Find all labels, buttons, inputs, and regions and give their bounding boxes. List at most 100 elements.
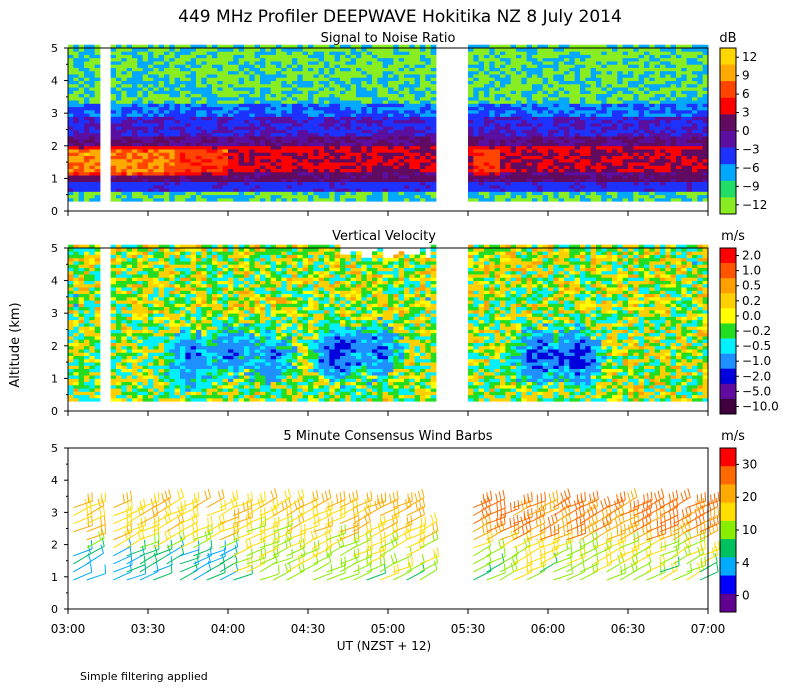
snr-cell (201, 90, 208, 95)
snr-cell (244, 100, 250, 104)
snr-cell (537, 109, 544, 114)
snr-cell (425, 64, 432, 68)
snr-cell (644, 181, 650, 186)
snr-cell (617, 165, 624, 170)
snr-cell (276, 57, 282, 62)
snr-cell (398, 158, 405, 163)
snr-cell (345, 136, 352, 140)
snr-cell (649, 119, 656, 124)
snr-cell (638, 64, 645, 68)
snr-cell (132, 184, 138, 189)
snr-cell (548, 194, 554, 199)
snr-cell (206, 100, 213, 104)
snr-cell (324, 132, 330, 137)
snr-cell (110, 48, 117, 52)
snr-cell (137, 57, 144, 62)
snr-cell (617, 116, 624, 121)
snr-cell (494, 139, 501, 143)
snr-cell (110, 67, 117, 72)
snr-cell (276, 136, 282, 140)
snr-cell (84, 197, 90, 202)
snr-cell (121, 145, 128, 150)
snr-cell (612, 109, 618, 114)
snr-cell (185, 103, 192, 108)
snr-cell (590, 188, 597, 192)
snr-cell (473, 139, 480, 143)
snr-cell (638, 51, 645, 55)
snr-cell (500, 77, 506, 81)
snr-cell (569, 197, 576, 202)
snr-cell (425, 100, 432, 104)
snr-cell (260, 181, 266, 186)
snr-cell (153, 122, 160, 127)
snr-cell (361, 194, 368, 199)
snr-cell (654, 194, 661, 199)
snr-cell (612, 70, 618, 75)
snr-cell (542, 122, 549, 127)
snr-cell (254, 77, 261, 81)
snr-cell (633, 113, 640, 117)
snr-cell (228, 142, 234, 147)
snr-cell (201, 113, 208, 117)
snr-cell (484, 80, 490, 85)
snr-cell (217, 116, 224, 121)
snr-cell (292, 83, 298, 88)
snr-cell (84, 129, 90, 134)
snr-cell (217, 67, 224, 72)
snr-cell (633, 132, 640, 137)
snr-cell (409, 103, 416, 108)
snr-cell (500, 74, 506, 78)
snr-cell (308, 181, 314, 186)
snr-cell (638, 83, 645, 88)
snr-cell (505, 184, 512, 189)
snr-cell (254, 116, 261, 121)
snr-cell (313, 90, 320, 95)
snr-cell (132, 109, 138, 114)
snr-cell (217, 70, 224, 75)
snr-cell (334, 181, 341, 186)
snr-cell (468, 194, 474, 199)
snr-cell (361, 136, 368, 140)
snr-cell (660, 64, 666, 68)
snr-cell (201, 132, 208, 137)
snr-cell (174, 181, 181, 186)
snr-cell (110, 77, 117, 81)
snr-cell (494, 162, 501, 166)
snr-cell (649, 126, 656, 130)
snr-cell (414, 191, 421, 196)
snr-cell (606, 162, 613, 166)
snr-cell (420, 149, 426, 153)
snr-cell (73, 142, 80, 147)
snr-cell (366, 67, 373, 72)
snr-cell (414, 80, 421, 85)
snr-cell (196, 48, 202, 52)
snr-cell (596, 119, 602, 124)
snr-cell (313, 155, 320, 160)
snr-cell (356, 132, 362, 137)
snr-cell (558, 194, 565, 199)
snr-cell (500, 162, 506, 166)
snr-cell (212, 162, 218, 166)
snr-cell (489, 171, 496, 176)
snr-cell (537, 80, 544, 85)
snr-cell (644, 113, 650, 117)
snr-cell (420, 181, 426, 186)
snr-cell (628, 136, 634, 140)
snr-cell (553, 70, 560, 75)
snr-cell (569, 51, 576, 55)
snr-cell (281, 188, 288, 192)
snr-cell (116, 175, 122, 179)
snr-cell (153, 184, 160, 189)
snr-cell (254, 162, 261, 166)
snr-cell (228, 168, 234, 173)
snr-cell (660, 122, 666, 127)
snr-cell (574, 106, 581, 111)
snr-cell (526, 70, 533, 75)
snr-cell (281, 74, 288, 78)
snr-cell (350, 74, 357, 78)
snr-cell (137, 139, 144, 143)
snr-cell (596, 96, 602, 101)
snr-cell (553, 106, 560, 111)
snr-cell (409, 181, 416, 186)
snr-cell (361, 145, 368, 150)
